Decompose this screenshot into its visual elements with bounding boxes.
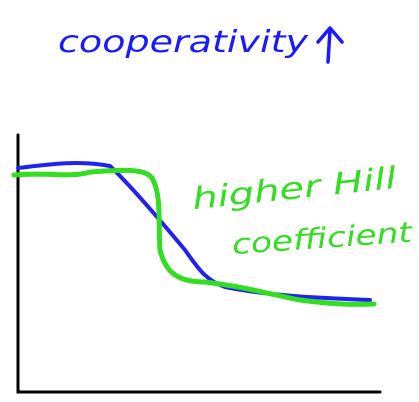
high-cooperativity-curve <box>11 167 377 307</box>
annotation-group: higher Hill <box>191 161 399 217</box>
axes <box>16 133 382 394</box>
title: cooperativity <box>58 25 310 60</box>
up-arrow <box>316 26 344 64</box>
annotation-line: higher Hill <box>191 161 399 217</box>
annotation-group: coefficient <box>231 216 414 262</box>
annotation-line: coefficient <box>231 216 414 262</box>
